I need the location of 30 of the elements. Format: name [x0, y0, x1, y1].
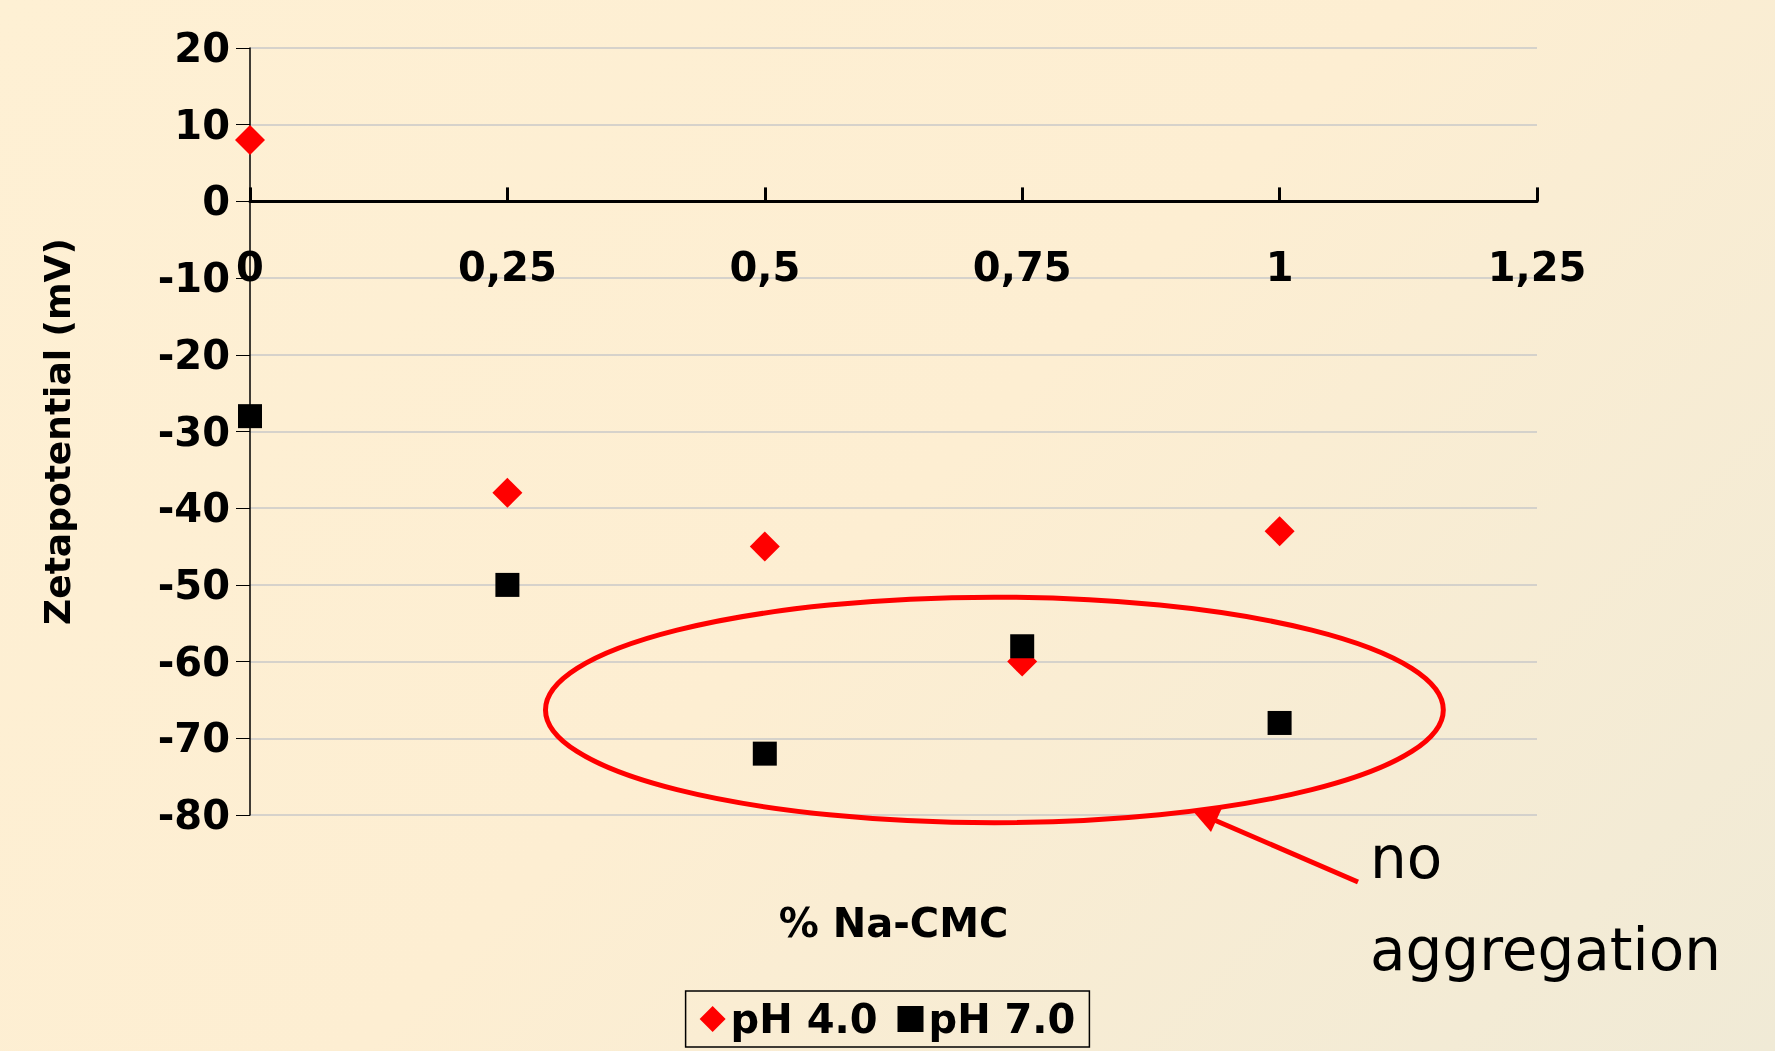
y-tick-label: -40 — [157, 485, 230, 532]
x-axis-title: % Na-CMC — [778, 900, 1009, 946]
y-tick-label: -10 — [157, 255, 230, 302]
y-tick-label: 10 — [174, 101, 230, 148]
point — [492, 477, 523, 508]
point — [235, 125, 265, 156]
y-tick-label: -60 — [157, 638, 230, 685]
point — [238, 404, 262, 429]
y-tick-label: 20 — [174, 25, 230, 71]
point — [749, 531, 780, 562]
y-tick-label: -20 — [157, 331, 230, 378]
point — [1010, 634, 1035, 659]
x-tick-label: 0,25 — [458, 244, 557, 291]
legend-label: pH 4.0 — [730, 996, 878, 1042]
point — [495, 572, 520, 597]
point — [1264, 516, 1295, 547]
point — [1267, 710, 1292, 735]
x-tick-label: 1,25 — [1487, 244, 1587, 291]
x-tick-label: 0,75 — [972, 244, 1072, 291]
y-tick-label: -30 — [157, 408, 230, 455]
text: no aggregation — [1370, 823, 1722, 986]
y-axis-title: Zetapotential (mV) — [36, 238, 78, 625]
point — [752, 741, 777, 766]
x-tick-label: 1 — [1265, 244, 1294, 291]
legend-label: pH 7.0 — [928, 996, 1076, 1042]
x-tick-label: 0,5 — [729, 244, 801, 291]
y-tick-label: -50 — [157, 561, 230, 608]
y-tick-label: -70 — [157, 715, 230, 762]
y-tick-label: -80 — [157, 792, 230, 838]
y-tick-label: 0 — [202, 178, 230, 225]
